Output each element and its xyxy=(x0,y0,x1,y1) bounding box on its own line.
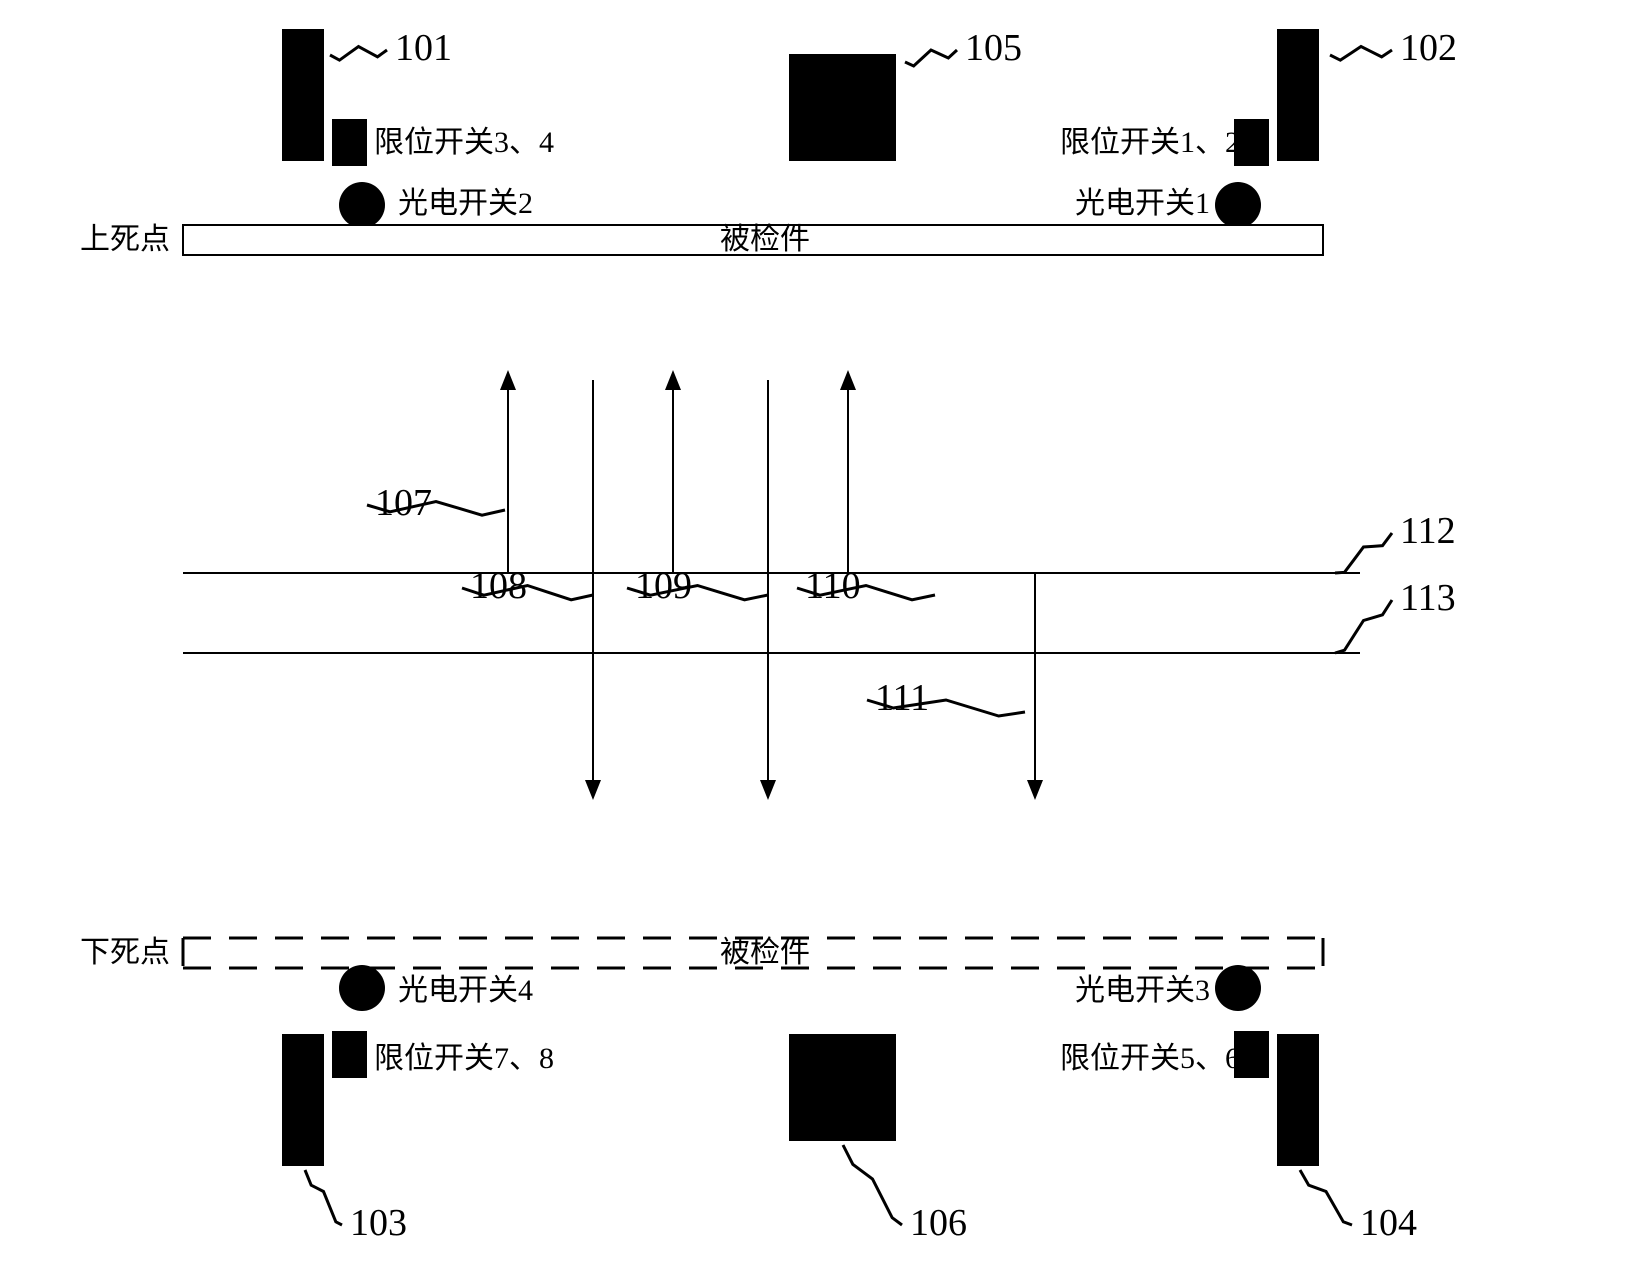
callout-103-leader xyxy=(305,1170,342,1225)
photo-switch-3-label: 光电开关3 xyxy=(1075,974,1210,1007)
motor-101-body xyxy=(283,30,323,160)
tdc-label: 上死点 xyxy=(80,223,170,256)
photo-switch-4-icon xyxy=(339,965,385,1011)
callout-104-leader xyxy=(1300,1170,1352,1225)
callout-109-number: 109 xyxy=(635,565,692,607)
specimen-label-bottom: 被检件 xyxy=(720,936,810,969)
callout-102-number: 102 xyxy=(1400,27,1457,69)
motor-103-body xyxy=(283,1035,323,1165)
motor-101-limit-block xyxy=(333,120,366,165)
photo-switch-1-label: 光电开关1 xyxy=(1075,187,1210,220)
bdc-label: 下死点 xyxy=(80,936,170,969)
limit-switch-7-8-label: 限位开关7、8 xyxy=(374,1042,554,1075)
photo-switch-3-icon xyxy=(1215,965,1261,1011)
callout-107-number: 107 xyxy=(375,482,432,524)
photo-switch-2-icon xyxy=(339,182,385,228)
callout-102-leader xyxy=(1330,47,1392,61)
callout-104-number: 104 xyxy=(1360,1202,1417,1244)
callout-111-number: 111 xyxy=(875,677,929,719)
limit-switch-3-4-label: 限位开关3、4 xyxy=(374,126,554,159)
limit-switch-1-2-label: 限位开关1、2 xyxy=(1060,126,1240,159)
specimen-label-top: 被检件 xyxy=(720,223,810,256)
motor-104-body xyxy=(1278,1035,1318,1165)
motor-102-body xyxy=(1278,30,1318,160)
limit-switch-5-6-label: 限位开关5、6 xyxy=(1060,1042,1240,1075)
callout-101-leader xyxy=(330,47,387,61)
callout-112-leader xyxy=(1335,533,1392,573)
photo-switch-1-icon xyxy=(1215,182,1261,228)
schematic-diagram: 101 限位开关3、4 光电开关2 102 限位开关1、2 光电开关1 105 被检件 上死点 1… xyxy=(0,0,1635,1282)
block-106 xyxy=(790,1035,895,1140)
block-105 xyxy=(790,55,895,160)
callout-101-number: 101 xyxy=(395,27,452,69)
callout-106-leader xyxy=(843,1145,902,1225)
callout-105-leader xyxy=(905,50,957,66)
callout-113-leader xyxy=(1335,600,1392,653)
callout-113-number: 113 xyxy=(1400,577,1456,619)
motor-103-limit-block xyxy=(333,1032,366,1077)
callout-110-number: 110 xyxy=(805,565,861,607)
callout-105-number: 105 xyxy=(965,27,1022,69)
photo-switch-4-label: 光电开关4 xyxy=(398,974,533,1007)
callout-108-number: 108 xyxy=(470,565,527,607)
callout-103-number: 103 xyxy=(350,1202,407,1244)
callout-106-number: 106 xyxy=(910,1202,967,1244)
photo-switch-2-label: 光电开关2 xyxy=(398,187,533,220)
callout-112-number: 112 xyxy=(1400,510,1456,552)
